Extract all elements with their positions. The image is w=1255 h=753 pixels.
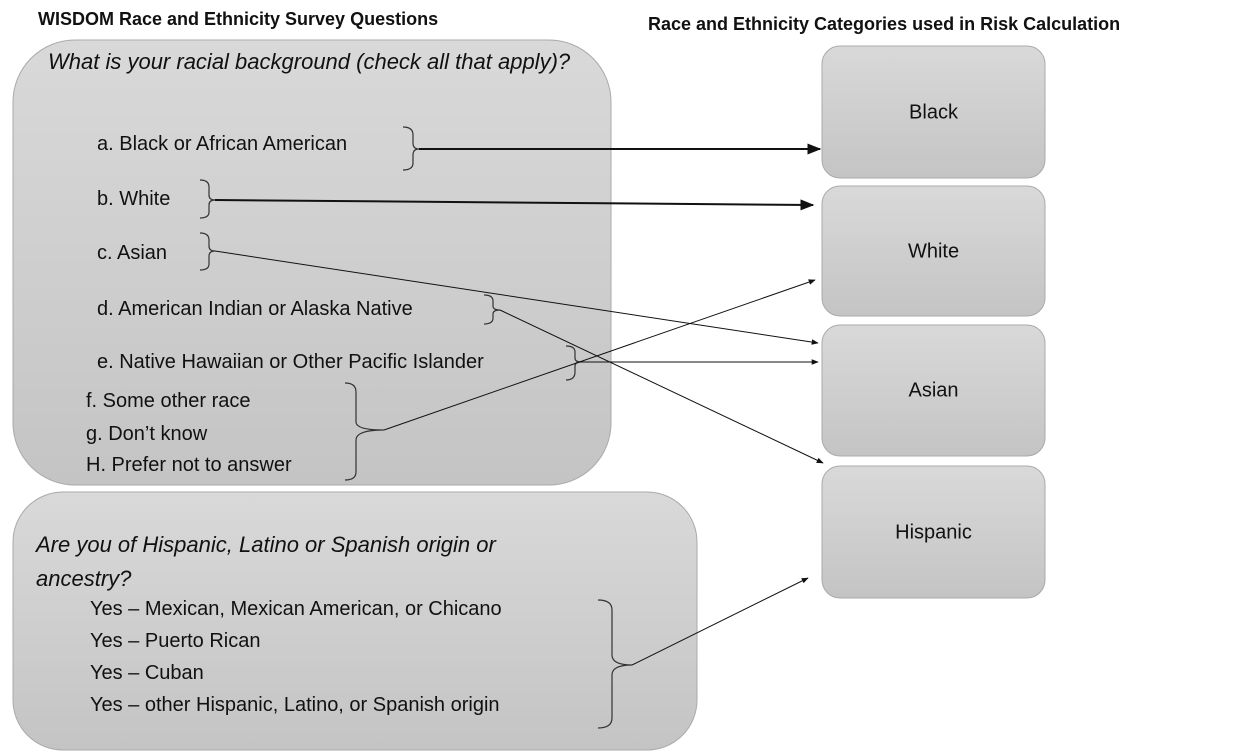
question2-text: Are you of Hispanic, Latino or Spanish o… (36, 532, 496, 591)
category-box (821, 185, 1046, 317)
option: c. Asian (97, 242, 168, 264)
option: e. Native Hawaiian or Other Pacific Isla… (97, 351, 484, 373)
right-title: Race and Ethnicity Categories used in Ri… (648, 14, 1121, 34)
option: Yes – Cuban (90, 662, 204, 684)
category-label: White (907, 240, 960, 263)
option: Yes – Mexican, Mexican American, or Chic… (90, 598, 502, 620)
option: H. Prefer not to answer (86, 454, 292, 476)
category-box (821, 465, 1046, 599)
option: d. American Indian or Alaska Native (97, 298, 413, 320)
category-label: Black (909, 101, 958, 124)
arrows (214, 143, 824, 666)
question1-box (12, 39, 612, 486)
option: g. Don’t know (86, 423, 208, 445)
category-label: Asian (908, 379, 959, 402)
option: Yes – other Hispanic, Latino, or Spanish… (90, 694, 500, 716)
category-box (821, 324, 1046, 457)
question2-box (12, 491, 698, 751)
option: b. White (97, 188, 171, 210)
question1-text: What is your racial background (check al… (48, 49, 571, 74)
option: f. Some other race (86, 390, 251, 412)
category-label: Hispanic (895, 521, 972, 544)
option: Yes – Puerto Rican (90, 630, 261, 652)
option: a. Black or African American (97, 133, 348, 155)
category-box (821, 45, 1046, 179)
left-title: WISDOM Race and Ethnicity Survey Questio… (38, 9, 439, 29)
